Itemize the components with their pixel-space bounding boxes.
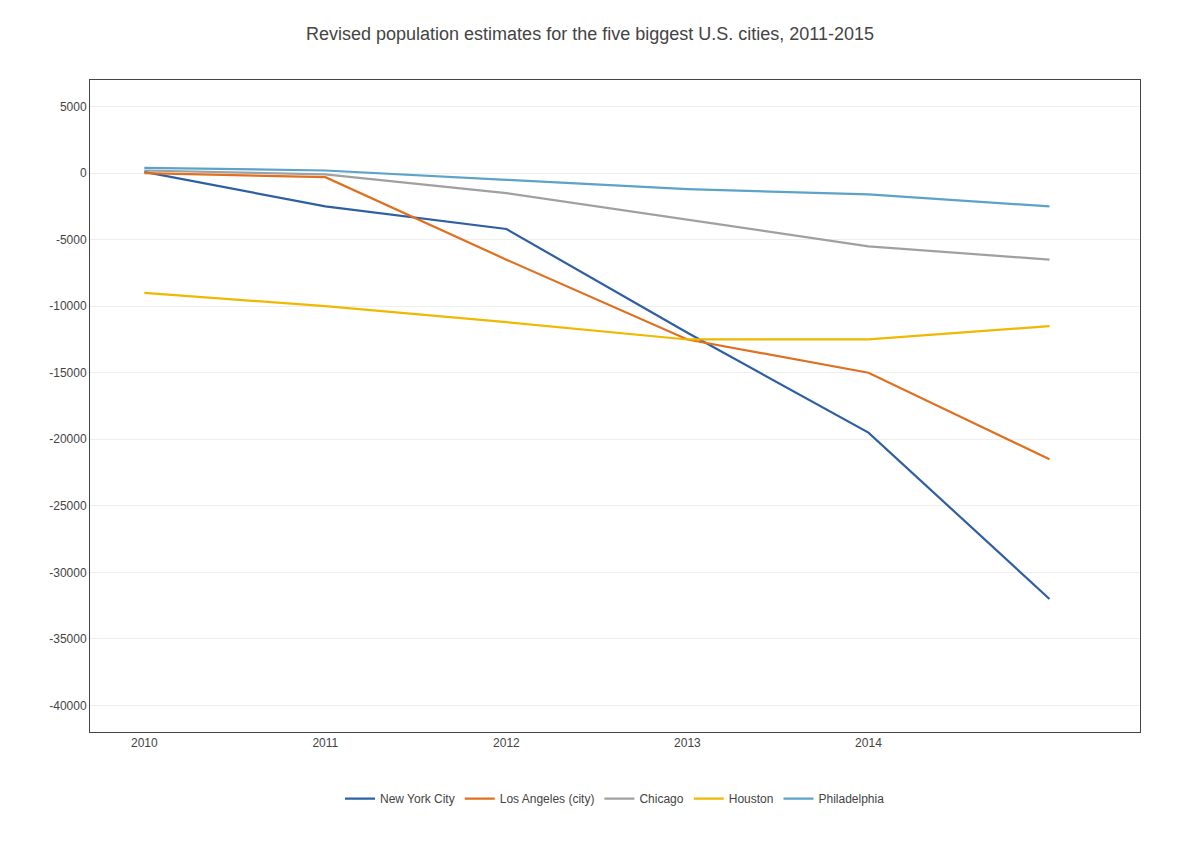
svg-text:2013: 2013 bbox=[674, 736, 701, 750]
svg-text:-5000: -5000 bbox=[56, 233, 87, 247]
svg-text:-35000: -35000 bbox=[49, 632, 87, 646]
svg-text:2012: 2012 bbox=[493, 736, 520, 750]
svg-text:-10000: -10000 bbox=[49, 299, 87, 313]
svg-text:2014: 2014 bbox=[855, 736, 882, 750]
svg-text:0: 0 bbox=[80, 166, 87, 180]
svg-text:-20000: -20000 bbox=[49, 432, 87, 446]
svg-text:-40000: -40000 bbox=[49, 699, 87, 713]
svg-text:New York City: New York City bbox=[380, 792, 455, 806]
svg-text:Philadelphia: Philadelphia bbox=[818, 792, 884, 806]
svg-text:-15000: -15000 bbox=[49, 366, 87, 380]
svg-text:Revised population estimates f: Revised population estimates for the fiv… bbox=[306, 24, 874, 44]
svg-text:Chicago: Chicago bbox=[639, 792, 683, 806]
svg-text:2010: 2010 bbox=[131, 736, 158, 750]
svg-text:-30000: -30000 bbox=[49, 566, 87, 580]
svg-text:-25000: -25000 bbox=[49, 499, 87, 513]
svg-text:5000: 5000 bbox=[60, 100, 87, 114]
svg-text:2011: 2011 bbox=[312, 736, 338, 750]
svg-text:Los Angeles (city): Los Angeles (city) bbox=[500, 792, 595, 806]
svg-text:Houston: Houston bbox=[729, 792, 774, 806]
